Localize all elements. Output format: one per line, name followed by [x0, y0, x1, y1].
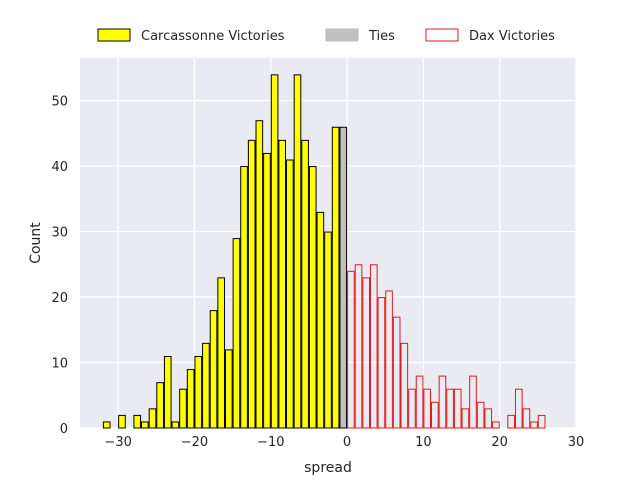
bars-layer: [102, 74, 546, 429]
y-tick-label: 50: [51, 95, 68, 110]
bar-carcassonne-victories: [263, 152, 271, 429]
bar-carcassonne-victories: [156, 382, 164, 429]
legend-swatch: [97, 28, 131, 42]
bar-carcassonne-victories: [217, 277, 225, 429]
bar-carcassonne-victories: [179, 388, 187, 429]
bar-carcassonne-victories: [171, 421, 180, 429]
bar-carcassonne-victories: [209, 310, 218, 429]
bar-dax-victories: [469, 375, 477, 429]
bar-carcassonne-victories: [194, 355, 203, 429]
bar-dax-victories: [354, 264, 363, 429]
bar-dax-victories: [362, 277, 370, 429]
bar-dax-victories: [492, 421, 500, 429]
bar-carcassonne-victories: [148, 408, 157, 429]
y-tick-label: 30: [51, 226, 68, 241]
bar-dax-victories: [446, 388, 454, 429]
y-tick-label: 40: [51, 160, 68, 175]
bar-carcassonne-victories: [270, 74, 279, 429]
legend: Carcassonne Victories Ties Dax Victories: [97, 28, 555, 44]
bar-dax-victories: [461, 408, 470, 429]
bar-carcassonne-victories: [163, 355, 172, 429]
x-tick-label: −20: [181, 435, 208, 450]
bar-dax-victories: [377, 297, 386, 429]
legend-swatch: [325, 28, 359, 42]
bar-carcassonne-victories: [133, 414, 142, 429]
bar-carcassonne-victories: [308, 166, 317, 429]
y-tick-label: 0: [60, 422, 68, 437]
y-axis-ticks: 0 10 20 30 40 50: [51, 95, 68, 437]
bar-dax-victories: [537, 414, 546, 429]
bar-dax-victories: [385, 290, 393, 429]
bar-carcassonne-victories: [247, 139, 256, 429]
bar-dax-victories: [514, 388, 523, 429]
bar-carcassonne-victories: [316, 211, 325, 429]
legend-item: Carcassonne Victories: [97, 28, 285, 44]
y-axis-label: Count: [28, 222, 44, 264]
legend-label: Ties: [368, 29, 395, 44]
legend-swatch: [425, 28, 459, 42]
bar-dax-victories: [415, 375, 424, 429]
legend-label: Carcassonne Victories: [141, 29, 285, 44]
bar-dax-victories: [530, 421, 538, 429]
x-tick-label: −10: [257, 435, 284, 450]
legend-label: Dax Victories: [469, 29, 555, 44]
bar-dax-victories: [453, 388, 462, 429]
bar-dax-victories: [431, 401, 439, 429]
x-axis-ticks: −30 −20 −10 0 10 20 30: [104, 435, 584, 450]
x-tick-label: 20: [491, 435, 508, 450]
bar-dax-victories: [347, 270, 355, 429]
bar-carcassonne-victories: [141, 421, 149, 429]
x-tick-label: −30: [104, 435, 131, 450]
x-axis-label: spread: [304, 460, 352, 476]
bar-carcassonne-victories: [232, 238, 241, 429]
bar-carcassonne-victories: [240, 166, 248, 429]
bar-carcassonne-victories: [186, 369, 195, 429]
bar-carcassonne-victories: [202, 342, 210, 429]
bar-carcassonne-victories: [118, 414, 126, 429]
bar-carcassonne-victories: [278, 139, 287, 429]
bar-carcassonne-victories: [331, 126, 340, 429]
bar-carcassonne-victories: [102, 421, 111, 429]
bar-dax-victories: [423, 388, 432, 429]
bar-dax-victories: [400, 342, 409, 429]
x-tick-label: 10: [415, 435, 432, 450]
bar-dax-victories: [408, 388, 416, 429]
x-tick-label: 30: [568, 435, 585, 450]
bar-carcassonne-victories: [224, 349, 233, 429]
bar-dax-victories: [392, 316, 401, 429]
bar-dax-victories: [507, 414, 515, 429]
bar-dax-victories: [484, 408, 493, 429]
bar-ties: [339, 126, 348, 429]
bar-carcassonne-victories: [324, 231, 332, 429]
bar-dax-victories: [522, 408, 531, 429]
y-tick-label: 20: [51, 291, 68, 306]
bar-dax-victories: [476, 401, 485, 429]
legend-item: Ties: [325, 28, 395, 44]
bar-carcassonne-victories: [301, 139, 309, 429]
bar-carcassonne-victories: [255, 120, 264, 429]
bar-carcassonne-victories: [293, 74, 302, 429]
y-tick-label: 10: [51, 357, 68, 372]
bar-dax-victories: [438, 375, 447, 429]
x-tick-label: 0: [343, 435, 351, 450]
legend-item: Dax Victories: [425, 28, 555, 44]
bar-carcassonne-victories: [286, 159, 294, 429]
bar-dax-victories: [369, 264, 378, 429]
